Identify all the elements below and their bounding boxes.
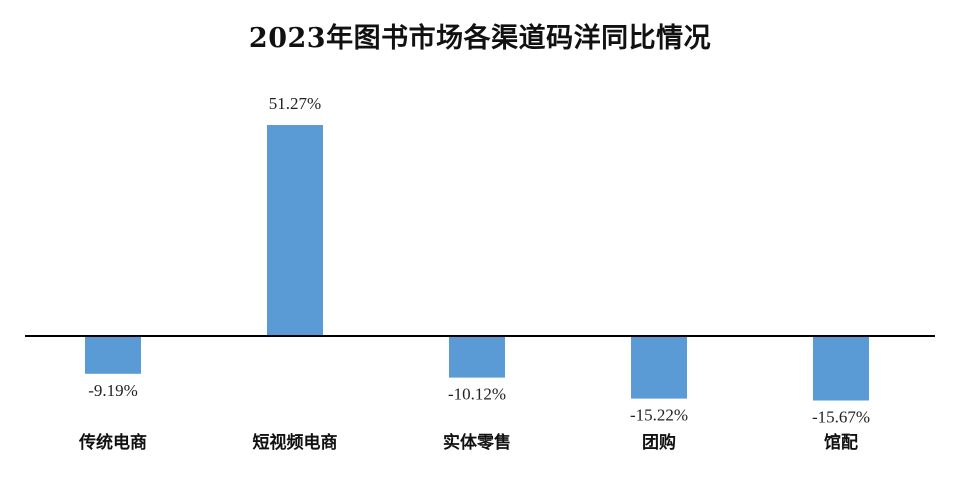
category-label-3: 团购 [642,432,676,453]
data-label-0: -9.19% [88,381,138,400]
category-label-1: 短视频电商 [253,432,338,453]
data-label-3: -15.22% [630,406,688,425]
data-label-2: -10.12% [448,385,506,404]
category-label-4: 馆配 [824,432,858,453]
data-label-4: -15.67% [812,408,870,427]
data-label-1: 51.27% [269,94,321,113]
bar-4 [813,336,869,401]
bar-2 [449,336,505,378]
chart-title: 2023年图书市场各渠道码洋同比情况 [248,23,712,54]
bar-1 [267,125,323,336]
bar-3 [631,336,687,399]
category-label-0: 传统电商 [78,432,147,453]
category-label-2: 实体零售 [443,432,511,453]
bar-0 [85,336,141,374]
